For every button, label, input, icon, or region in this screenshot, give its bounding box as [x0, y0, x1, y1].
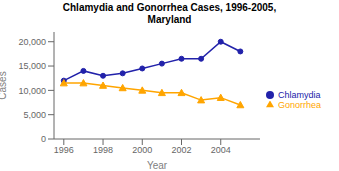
html-text:Maryland: Maryland: [147, 14, 192, 25]
svg-text:2000: 2000: [132, 145, 152, 155]
svg-text:2002: 2002: [171, 145, 191, 155]
html-text:Chlamydia and Gonorrhea Cases,: Chlamydia and Gonorrhea Cases, 1996-2005…: [62, 2, 277, 13]
svg-text:0: 0: [41, 134, 46, 144]
html-text:Chlamydia: Chlamydia: [278, 89, 321, 100]
svg-text:Year: Year: [147, 160, 168, 171]
svg-text:1996: 1996: [54, 145, 74, 155]
svg-text:20,000: 20,000: [18, 37, 46, 47]
html-text:Gonorrhea: Gonorrhea: [278, 99, 321, 110]
svg-text:2004: 2004: [211, 145, 231, 155]
svg-text:5,000: 5,000: [23, 110, 46, 120]
svg-text:10,000: 10,000: [18, 86, 46, 96]
svg-text:15,000: 15,000: [18, 61, 46, 71]
svg-text:1998: 1998: [93, 145, 113, 155]
